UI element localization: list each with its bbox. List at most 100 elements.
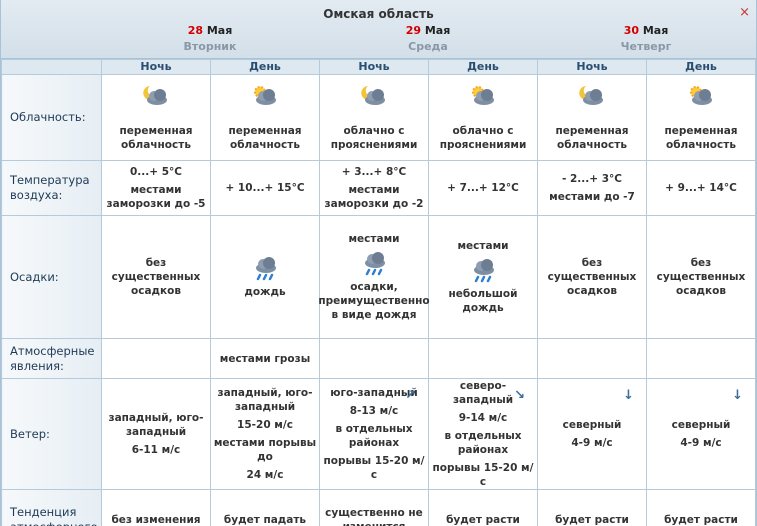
cell: будет расти: [646, 489, 756, 526]
cell: местами небольшой дождь: [428, 215, 538, 339]
row: Облачность: переменная облачность переменн…: [1, 74, 756, 161]
cell-content: северный 4-9 м/с: [649, 418, 753, 450]
cell-content: + 3...+ 8°C местами заморозки до -2: [322, 165, 426, 211]
period: Ночь: [537, 59, 647, 75]
forecast-table: Ночь День Ночь День Ночь День Облачность: перем…: [1, 59, 756, 526]
cell-content: облачно с прояснениями: [431, 84, 535, 152]
cell-text: 6-11 м/с: [131, 444, 181, 456]
cell-content: переменная облачность: [213, 84, 317, 152]
cell-text: переменная облачность: [119, 124, 193, 151]
cloud: [481, 259, 493, 271]
row: Тенденция атмосферного без изменения будет…: [1, 489, 756, 526]
weather-icon: [472, 85, 494, 105]
corner: [1, 59, 102, 75]
cell-content: местами небольшой дождь: [431, 239, 535, 315]
cell-text: + 3...+ 8°C: [341, 166, 407, 178]
row-label: Атмосферные явления:: [1, 338, 102, 379]
cell-text: без существенных осадков: [656, 257, 746, 297]
day-date: 29: [405, 24, 422, 37]
wind-arrow: ↗: [405, 388, 416, 403]
cell-text: юго-западный: [330, 387, 418, 399]
cell: северный 4-9 м/с ↓: [646, 378, 756, 490]
cell-text: дождь: [244, 286, 286, 298]
cell-text: будет падать: [223, 513, 307, 526]
cell-text: 4-9 м/с: [571, 437, 613, 449]
cell: местами грозы: [210, 338, 320, 379]
day-date: 28: [187, 24, 204, 37]
weather-icon: [579, 85, 603, 105]
close-button[interactable]: ×: [739, 5, 750, 20]
row-label: Осадки:: [1, 215, 102, 339]
weather-icon: [143, 85, 167, 105]
row-label: Облачность:: [1, 74, 102, 161]
cell-text: облачно с прояснениями: [439, 124, 527, 151]
cell-content: + 7...+ 12°C: [431, 181, 535, 195]
day-heading: 28 Мая Вторник: [101, 24, 319, 53]
wind-arrow: ↓: [732, 388, 743, 403]
cell-text: без изменения: [111, 513, 201, 526]
cell: + 10...+ 15°C: [210, 160, 320, 216]
cell: будет расти: [537, 489, 647, 526]
cell: будет расти: [428, 489, 538, 526]
cell-content: будет расти: [431, 513, 535, 526]
cell: без существенных осадков: [101, 215, 211, 339]
day-heading: 30 Мая Четверг: [537, 24, 755, 53]
cloud: [590, 88, 602, 101]
cell-text: осадки, преимущественно в виде дождя: [318, 281, 430, 321]
cell-content: будет расти: [540, 513, 644, 526]
cell-text: + 9...+ 14°C: [665, 182, 737, 194]
cell-text: местами порывы до: [213, 437, 317, 463]
period: День: [428, 59, 538, 75]
cell-text: переменная облачность: [555, 124, 629, 151]
cell-content: местами осадки, преимущественно в виде до…: [318, 232, 429, 322]
cell-content: переменная облачность: [649, 84, 753, 152]
cloud: [372, 252, 384, 264]
cell-text: без существенных осадков: [111, 257, 201, 297]
cell-content: юго-западный 8-13 м/с в отдельных районах п…: [322, 386, 426, 482]
cell-text: 15-20 м/с: [237, 419, 293, 431]
wind-arrow: ↓: [623, 388, 634, 403]
cell: [428, 338, 538, 379]
title: Омская область: [323, 7, 434, 21]
cell: дождь: [210, 215, 320, 339]
cloud: [263, 257, 275, 269]
cell: северо-западный 9-14 м/с в отдельных район…: [428, 378, 538, 490]
cell: [646, 338, 756, 379]
cell-text: переменная облачность: [228, 124, 302, 151]
cell-text: северо-западный: [452, 380, 514, 406]
weather-icon: [690, 85, 712, 105]
cell-content: без изменения: [104, 513, 208, 526]
cloud: [372, 88, 384, 101]
row: Ветер: западный, юго-западный 6-11 м/с запа…: [1, 378, 756, 490]
day-month: Мая: [642, 24, 669, 37]
cell: + 3...+ 8°C местами заморозки до -2: [319, 160, 429, 216]
cell-text: местами грозы: [219, 352, 311, 365]
cell-text: небольшой дождь: [448, 288, 518, 314]
drop: [474, 275, 492, 283]
cell: без существенных осадков: [646, 215, 756, 339]
wind-arrow: ↘: [514, 388, 525, 403]
cloud: [263, 88, 275, 101]
cell: без изменения: [101, 489, 211, 526]
cell-text: переменная облачность: [664, 124, 738, 151]
cell-content: + 10...+ 15°C: [213, 181, 317, 195]
cell: существенно не изменится: [319, 489, 429, 526]
cell-text: западный, юго-западный: [217, 387, 313, 413]
cell-text: 24 м/с: [246, 469, 284, 481]
cell: западный, юго-западный 6-11 м/с: [101, 378, 211, 490]
row: Температура воздуха: 0...+ 5°C местами зам…: [1, 160, 756, 216]
cell-content: северный 4-9 м/с: [540, 418, 644, 450]
cell-text: 4-9 м/с: [680, 437, 722, 449]
cell-text: без существенных осадков: [547, 257, 637, 297]
cell-text: будет расти: [446, 513, 520, 526]
cell-content: северо-западный 9-14 м/с в отдельных район…: [431, 379, 535, 489]
cell-text: - 2...+ 3°C: [561, 173, 622, 185]
cell: без существенных осадков: [537, 215, 647, 339]
day-date: 30: [623, 24, 640, 37]
cell-text: будет расти: [555, 513, 629, 526]
cell-content: западный, юго-западный 15-20 м/с местами п…: [213, 386, 317, 482]
cell-content: без существенных осадков: [104, 256, 208, 298]
weather-icon: [365, 252, 385, 276]
cell-text: в отдельных районах: [335, 423, 413, 449]
cell-content: переменная облачность: [540, 84, 644, 152]
